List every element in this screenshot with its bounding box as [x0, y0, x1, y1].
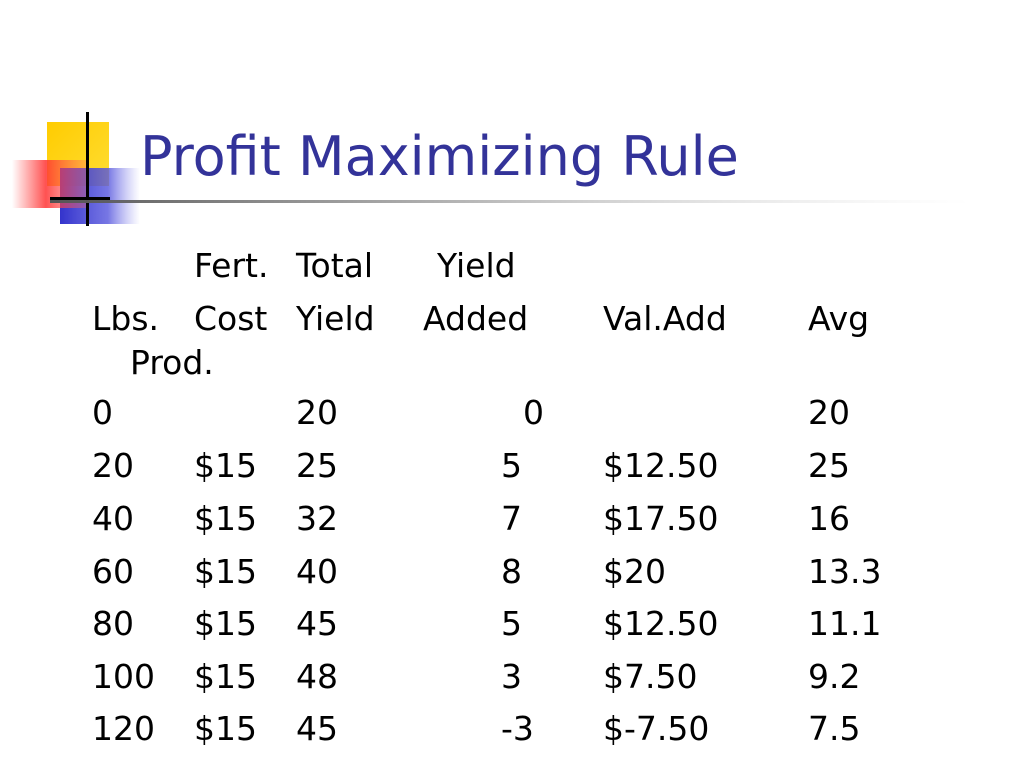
table-cell: $-7.50 [603, 709, 710, 748]
table-cell: 5 [501, 604, 522, 643]
table-cell: 45 [296, 709, 338, 748]
table-cell: 9.2 [808, 657, 861, 696]
table-cell: $15 [194, 446, 257, 485]
table-cell: 11.1 [808, 604, 882, 643]
table-cell: $15 [194, 604, 257, 643]
table-cell: -3 [501, 709, 534, 748]
table-cell: 25 [296, 446, 338, 485]
table-cell: $15 [194, 499, 257, 538]
table-cell: $12.50 [603, 446, 719, 485]
header-total: Total [296, 246, 374, 285]
table-cell: 20 [92, 446, 134, 485]
table-cell: $15 [194, 657, 257, 696]
header-fert: Fert. [194, 246, 269, 285]
table-cell: $12.50 [603, 604, 719, 643]
table-cell: 0 [92, 393, 113, 432]
table-cell: $20 [603, 552, 666, 591]
table-cell: 16 [808, 499, 850, 538]
title-underline [50, 200, 970, 203]
table-cell: 40 [296, 552, 338, 591]
table-cell: 0 [523, 393, 544, 432]
table-cell: 3 [501, 657, 522, 696]
table-cell: 48 [296, 657, 338, 696]
header-added: Added [423, 299, 529, 338]
table-cell: $7.50 [603, 657, 698, 696]
header-yield: Yield [437, 246, 516, 285]
header-cost: Cost [194, 299, 268, 338]
table-cell: 100 [92, 657, 155, 696]
table-cell: 5 [501, 446, 522, 485]
slide-logo-icon [12, 112, 140, 226]
header-avg: Avg [808, 299, 870, 338]
table-cell: $15 [194, 552, 257, 591]
header-lbs: Lbs. [92, 299, 160, 338]
table-cell: 40 [92, 499, 134, 538]
table-cell: 20 [296, 393, 338, 432]
header-total-yield: Yield [296, 299, 375, 338]
table-cell: 7 [501, 499, 522, 538]
table-cell: 25 [808, 446, 850, 485]
table-cell: 8 [501, 552, 522, 591]
table-cell: 32 [296, 499, 338, 538]
header-prod: Prod. [130, 343, 214, 382]
table-cell: 20 [808, 393, 850, 432]
table-cell: $15 [194, 709, 257, 748]
table-cell: 45 [296, 604, 338, 643]
header-val-add: Val.Add [603, 299, 727, 338]
slide-title: Profit Maximizing Rule [140, 125, 739, 188]
table-cell: 120 [92, 709, 155, 748]
table-cell: 60 [92, 552, 134, 591]
table-cell: 13.3 [808, 552, 882, 591]
table-cell: $17.50 [603, 499, 719, 538]
table-cell: 80 [92, 604, 134, 643]
table-cell: 7.5 [808, 709, 861, 748]
